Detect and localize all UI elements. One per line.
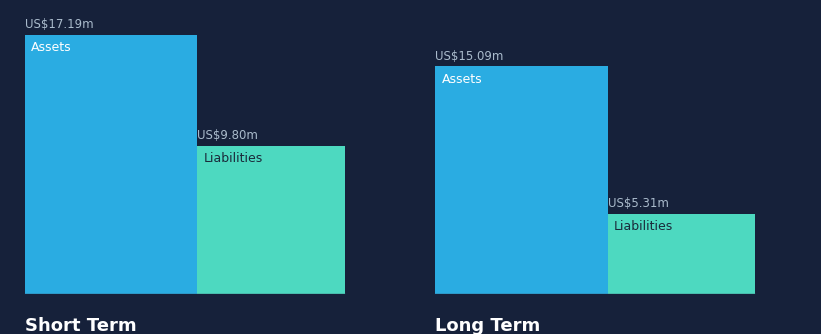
- Text: US$15.09m: US$15.09m: [435, 50, 503, 63]
- Bar: [197, 146, 345, 294]
- Text: Assets: Assets: [31, 41, 71, 54]
- Text: US$5.31m: US$5.31m: [608, 197, 668, 210]
- Bar: [435, 66, 608, 294]
- Text: Assets: Assets: [442, 72, 482, 86]
- Text: US$9.80m: US$9.80m: [197, 130, 258, 142]
- Text: Long Term: Long Term: [435, 317, 540, 334]
- Bar: [608, 214, 755, 294]
- Text: Liabilities: Liabilities: [614, 220, 673, 233]
- Text: Liabilities: Liabilities: [204, 152, 263, 165]
- Text: Short Term: Short Term: [25, 317, 136, 334]
- Text: US$17.19m: US$17.19m: [25, 18, 94, 31]
- Bar: [25, 35, 197, 294]
